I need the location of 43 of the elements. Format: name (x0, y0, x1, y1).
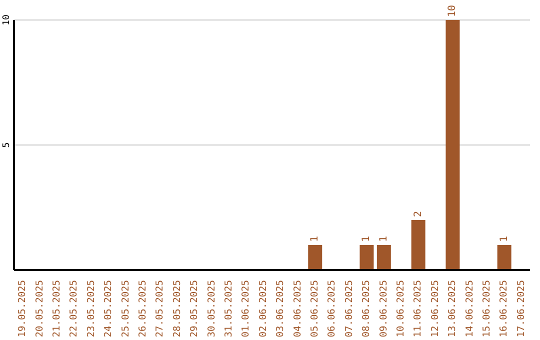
x-tick-label: 27.05.2025 (154, 280, 166, 338)
x-tick-label: 01.06.2025 (240, 280, 252, 338)
x-tick-label: 14.06.2025 (464, 280, 476, 338)
data-label: 1 (498, 236, 510, 242)
x-tick-label: 28.05.2025 (172, 280, 183, 338)
x-tick-label: 20.05.2025 (34, 280, 46, 338)
x-tick-label: 07.06.2025 (344, 280, 355, 338)
x-tick-label: 21.05.2025 (52, 280, 62, 338)
x-tick-label: 02.06.2025 (258, 280, 269, 338)
data-label: 1 (378, 236, 390, 242)
x-tick-label: 11.06.2025 (412, 280, 424, 338)
bar (376, 245, 391, 270)
x-tick-label: 16.06.2025 (498, 280, 510, 338)
x-tick-label: 10.06.2025 (396, 280, 406, 338)
data-label: 2 (412, 210, 424, 217)
bar (411, 220, 426, 270)
x-tick-label: 29.05.2025 (189, 280, 200, 338)
bar (446, 20, 460, 270)
x-tick-label: 23.05.2025 (86, 280, 97, 338)
x-tick-label: 08.06.2025 (361, 280, 372, 338)
bar (497, 245, 512, 270)
x-tick-label: 06.06.2025 (326, 280, 338, 338)
x-tick-label: 03.06.2025 (275, 280, 286, 338)
data-label: 1 (310, 236, 321, 242)
bar (360, 245, 374, 270)
x-tick-label: 15.06.2025 (482, 280, 492, 338)
x-tick-label: 12.06.2025 (430, 280, 441, 338)
x-tick-label: 22.05.2025 (68, 280, 80, 338)
x-tick-label: 09.06.2025 (378, 280, 390, 338)
data-label: 1 (361, 236, 372, 242)
x-tick-label: 04.06.2025 (292, 280, 304, 338)
x-tick-label: 24.05.2025 (103, 280, 114, 338)
x-tick-label: 05.06.2025 (310, 280, 320, 338)
x-tick-label: 26.05.2025 (138, 280, 148, 338)
bar (308, 245, 322, 270)
y-tick-label: 5 (2, 142, 12, 148)
x-tick-label: 31.05.2025 (224, 280, 234, 338)
x-tick-label: 13.06.2025 (447, 280, 458, 338)
x-tick-label: 19.05.2025 (17, 280, 28, 338)
x-tick-label: 25.05.2025 (120, 280, 132, 338)
x-tick-label: 17.06.2025 (516, 280, 527, 338)
data-label: 10 (447, 4, 458, 17)
x-tick-label: 30.05.2025 (206, 280, 218, 338)
